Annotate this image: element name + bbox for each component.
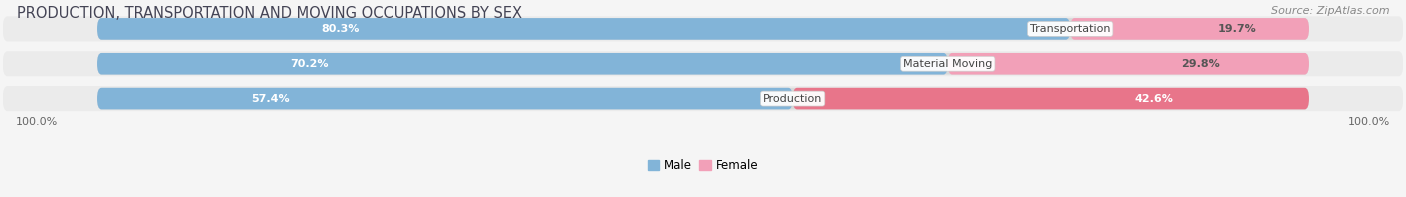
FancyBboxPatch shape <box>97 53 1309 74</box>
Legend: Male, Female: Male, Female <box>643 154 763 177</box>
Text: PRODUCTION, TRANSPORTATION AND MOVING OCCUPATIONS BY SEX: PRODUCTION, TRANSPORTATION AND MOVING OC… <box>17 6 522 21</box>
Text: 100.0%: 100.0% <box>1347 117 1389 127</box>
Text: 100.0%: 100.0% <box>17 117 59 127</box>
FancyBboxPatch shape <box>3 51 1403 76</box>
FancyBboxPatch shape <box>97 53 948 74</box>
Text: 42.6%: 42.6% <box>1135 94 1174 104</box>
Text: Production: Production <box>763 94 823 104</box>
FancyBboxPatch shape <box>97 88 1309 109</box>
FancyBboxPatch shape <box>97 18 1070 40</box>
Text: 80.3%: 80.3% <box>321 24 360 34</box>
FancyBboxPatch shape <box>97 18 1309 40</box>
Text: 19.7%: 19.7% <box>1218 24 1257 34</box>
FancyBboxPatch shape <box>3 16 1403 41</box>
Text: Material Moving: Material Moving <box>903 59 993 69</box>
FancyBboxPatch shape <box>97 88 793 109</box>
Text: Transportation: Transportation <box>1031 24 1111 34</box>
FancyBboxPatch shape <box>1070 18 1309 40</box>
Text: 70.2%: 70.2% <box>291 59 329 69</box>
Text: Source: ZipAtlas.com: Source: ZipAtlas.com <box>1271 6 1389 16</box>
FancyBboxPatch shape <box>3 86 1403 111</box>
Text: 57.4%: 57.4% <box>252 94 290 104</box>
Text: 29.8%: 29.8% <box>1181 59 1220 69</box>
FancyBboxPatch shape <box>793 88 1309 109</box>
FancyBboxPatch shape <box>948 53 1309 74</box>
